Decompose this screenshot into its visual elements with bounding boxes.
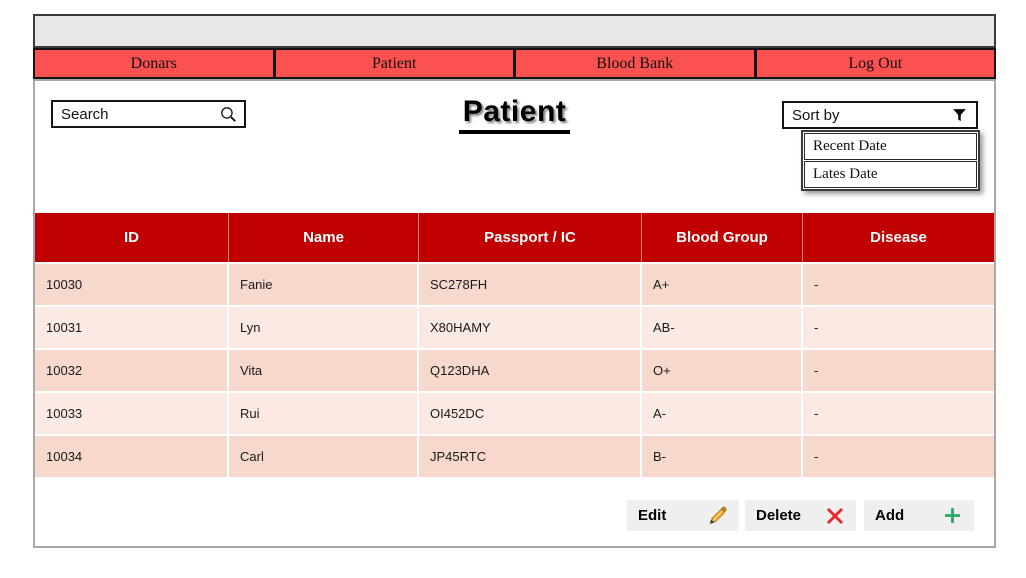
- cell-disease: -: [814, 363, 819, 378]
- column-header-passport: Passport / IC: [419, 213, 642, 262]
- cell-name: Vita: [229, 350, 419, 391]
- search-box[interactable]: [51, 100, 246, 128]
- cell-id: 10033: [35, 393, 229, 434]
- filter-funnel-icon: [953, 108, 966, 121]
- content-panel: Patient Sort by Recent Date Lates Date I…: [33, 79, 996, 548]
- column-header-disease: Disease: [870, 229, 927, 246]
- sort-options-menu: Recent Date Lates Date: [801, 130, 980, 191]
- cell-passport: X80HAMY: [419, 307, 642, 348]
- cell-passport: SC278FH: [419, 264, 642, 305]
- table-row[interactable]: 10030 Fanie SC278FH A+ -: [35, 262, 994, 305]
- table-row[interactable]: 10032 Vita Q123DHA O+ -: [35, 348, 994, 391]
- cell-blood-group: AB-: [642, 307, 803, 348]
- cell-id: 10034: [35, 436, 229, 477]
- table-row[interactable]: 10034 Carl JP45RTC B- -: [35, 434, 994, 477]
- tab-donars[interactable]: Donars: [33, 48, 275, 79]
- menu-item-lates-date[interactable]: Lates Date: [804, 161, 977, 188]
- edit-button-label: Edit: [638, 507, 667, 524]
- add-button-label: Add: [875, 507, 905, 524]
- cell-passport: OI452DC: [419, 393, 642, 434]
- cell-id: 10031: [35, 307, 229, 348]
- cell-name: Lyn: [229, 307, 419, 348]
- cell-id: 10032: [35, 350, 229, 391]
- sort-by-dropdown[interactable]: Sort by: [782, 101, 978, 129]
- cell-name: Rui: [229, 393, 419, 434]
- tab-blood-bank[interactable]: Blood Bank: [514, 48, 756, 79]
- table-row[interactable]: 10033 Rui OI452DC A- -: [35, 391, 994, 434]
- cell-passport: Q123DHA: [419, 350, 642, 391]
- menu-item-recent-date[interactable]: Recent Date: [804, 133, 977, 160]
- cell-blood-group: O+: [642, 350, 803, 391]
- cell-disease: -: [814, 320, 819, 335]
- window-titlebar: [33, 14, 996, 48]
- column-header-id: ID: [35, 213, 229, 262]
- x-icon: [827, 507, 843, 524]
- cell-blood-group: A-: [642, 393, 803, 434]
- edit-button[interactable]: Edit: [627, 500, 739, 531]
- column-header-blood-group: Blood Group: [642, 213, 803, 262]
- cell-disease: -: [814, 277, 819, 292]
- tab-log-out[interactable]: Log Out: [754, 48, 996, 79]
- cell-blood-group: A+: [642, 264, 803, 305]
- sort-by-label: Sort by: [792, 106, 840, 124]
- cell-disease: -: [814, 406, 819, 421]
- delete-button-label: Delete: [756, 507, 802, 524]
- pencil-icon: [709, 506, 727, 524]
- plus-icon: [945, 508, 960, 523]
- cell-blood-group: B-: [642, 436, 803, 477]
- nav-tab-bar: Donars Patient Blood Bank Log Out: [33, 48, 996, 79]
- tab-patient[interactable]: Patient: [273, 48, 515, 79]
- cell-name: Fanie: [229, 264, 419, 305]
- cell-disease: -: [814, 449, 819, 464]
- search-input[interactable]: [61, 105, 219, 123]
- cell-passport: JP45RTC: [419, 436, 642, 477]
- delete-button[interactable]: Delete: [745, 500, 856, 531]
- patient-table: ID Name Passport / IC Blood Group Diseas…: [35, 213, 994, 477]
- cell-name: Carl: [229, 436, 419, 477]
- column-header-name: Name: [229, 213, 419, 262]
- table-header-row: ID Name Passport / IC Blood Group Diseas…: [35, 213, 994, 262]
- search-icon: [221, 106, 236, 122]
- add-button[interactable]: Add: [864, 500, 974, 531]
- table-body: 10030 Fanie SC278FH A+ - 10031 Lyn X80HA…: [35, 262, 994, 477]
- cell-id: 10030: [35, 264, 229, 305]
- table-row[interactable]: 10031 Lyn X80HAMY AB- -: [35, 305, 994, 348]
